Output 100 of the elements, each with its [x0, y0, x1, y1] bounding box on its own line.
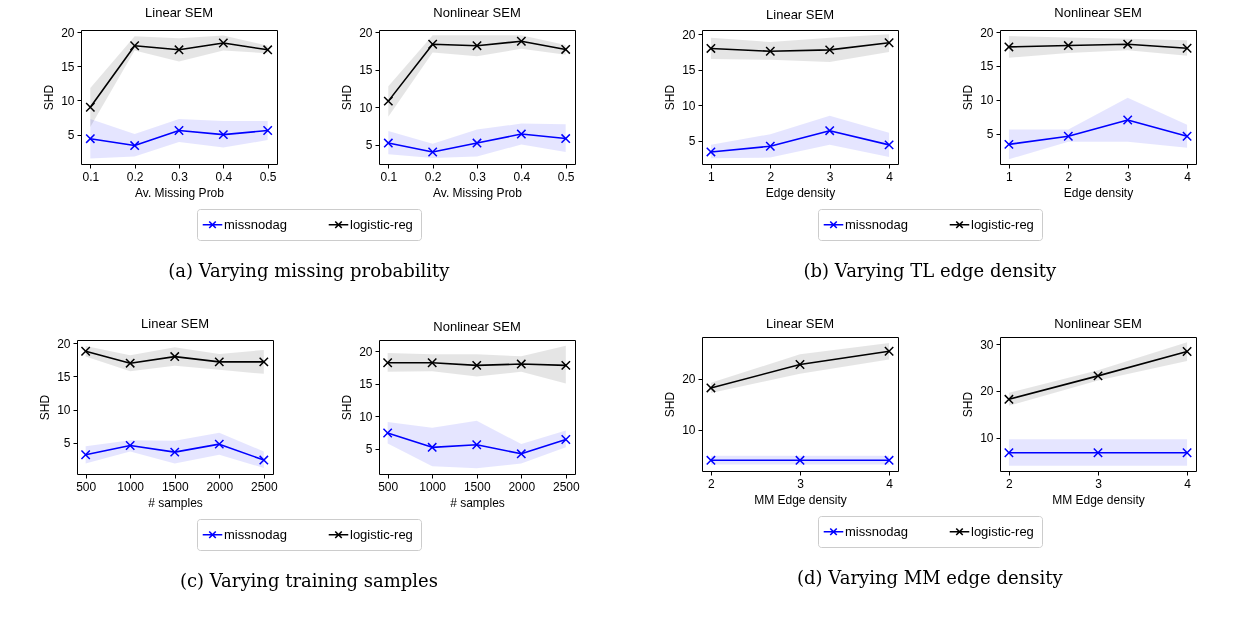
point	[1181, 43, 1192, 54]
point	[1181, 346, 1192, 357]
legend-label: logistic-reg	[349, 526, 413, 542]
y-tick-label: 5	[688, 134, 696, 149]
x-axis-title: Edge density	[765, 185, 835, 200]
point	[471, 439, 482, 450]
point	[1122, 39, 1133, 50]
x-tick-label: 0.3	[170, 169, 188, 184]
point	[705, 147, 716, 157]
text: (d) Varying MM edge density	[796, 566, 1063, 588]
x-axis-title: # samples	[147, 495, 203, 510]
x-tick-label: 0.1	[379, 169, 397, 184]
x-tick-label: 4	[1183, 169, 1191, 184]
x-tick-label: 4	[885, 476, 893, 491]
point	[262, 125, 273, 136]
point	[129, 140, 140, 151]
y-tick-label: 10	[681, 98, 696, 113]
point	[764, 46, 775, 57]
y-axis-title: SHD	[960, 391, 975, 418]
text: (c) Varying training samples	[179, 569, 438, 591]
point	[129, 40, 140, 51]
point	[1092, 370, 1103, 381]
point	[124, 440, 135, 451]
x-axis-title: Av. Missing Prob	[134, 185, 224, 200]
x-tick-label: 2500	[250, 479, 278, 494]
x-tick-label: 1500	[161, 479, 189, 494]
point	[84, 102, 95, 113]
y-tick-label: 20	[358, 344, 373, 359]
point	[794, 455, 805, 466]
point	[258, 455, 269, 465]
x-axis-title: MM Edge density	[1051, 492, 1145, 507]
x-tick-label: 1	[707, 169, 715, 184]
y-tick-label: 10	[681, 423, 696, 438]
chart-title: Linear SEM	[144, 5, 213, 21]
point	[169, 447, 180, 458]
point	[1062, 131, 1073, 142]
point	[705, 43, 716, 54]
point	[426, 357, 437, 368]
point	[258, 356, 269, 367]
y-tick-label: 5	[365, 138, 373, 153]
point	[80, 449, 91, 460]
x-tick-label: 500	[75, 479, 96, 494]
legend-label: logistic-reg	[349, 216, 413, 232]
point	[705, 383, 716, 393]
x-tick-label: 1000	[116, 479, 144, 494]
y-axis-title: SHD	[662, 84, 677, 111]
point	[1181, 131, 1192, 142]
chart-title: Linear SEM	[765, 316, 834, 331]
y-tick-label: 10	[60, 93, 75, 108]
point	[1122, 115, 1133, 125]
legend-label: missnodag	[223, 526, 287, 542]
x-tick-label: 2	[766, 169, 774, 184]
point	[883, 346, 894, 357]
point	[1062, 40, 1073, 51]
y-axis-title: SHD	[41, 84, 56, 111]
x-tick-label: 0.5	[557, 169, 575, 184]
point	[382, 96, 393, 107]
y-tick-label: 20	[681, 372, 696, 387]
point	[1181, 447, 1192, 458]
y-tick-label: 15	[60, 59, 75, 74]
point	[471, 138, 482, 148]
y-tick-label: 20	[358, 25, 373, 40]
y-tick-label: 15	[358, 377, 373, 392]
point	[1092, 447, 1103, 458]
chart-title: Nonlinear SEM	[1053, 5, 1142, 21]
point	[217, 129, 228, 140]
x-tick-label: 3	[1124, 169, 1132, 184]
point	[169, 351, 180, 362]
y-tick-label: 5	[986, 127, 994, 142]
legend-label: logistic-reg	[970, 523, 1034, 539]
point	[382, 138, 393, 148]
x-tick-label: 2500	[552, 479, 580, 494]
point	[427, 39, 438, 50]
point	[217, 38, 228, 48]
point	[824, 44, 835, 55]
point	[427, 147, 438, 157]
chart-title: Nonlinear SEM	[432, 5, 521, 21]
point	[84, 133, 95, 144]
y-tick-label: 10	[979, 93, 994, 108]
x-tick-label: 0.5	[259, 169, 277, 184]
y-axis-title: SHD	[339, 84, 354, 111]
point	[213, 356, 224, 367]
point	[1003, 394, 1014, 405]
chart-title: Nonlinear SEM	[1053, 316, 1142, 331]
point	[794, 359, 805, 370]
legend-label: logistic-reg	[970, 216, 1034, 232]
y-tick-label: 15	[358, 63, 373, 78]
legend-label: missnodag	[223, 216, 287, 232]
point	[560, 133, 571, 144]
x-tick-label: 2000	[507, 479, 535, 494]
point	[262, 44, 273, 55]
point	[426, 442, 437, 453]
y-axis-title: SHD	[960, 84, 975, 111]
x-axis-title: MM Edge density	[753, 492, 847, 507]
x-tick-label: 0.1	[81, 169, 99, 184]
point	[382, 428, 393, 438]
y-tick-label: 20	[60, 25, 75, 40]
x-tick-label: 1500	[463, 479, 491, 494]
point	[173, 44, 184, 55]
point	[883, 455, 894, 466]
